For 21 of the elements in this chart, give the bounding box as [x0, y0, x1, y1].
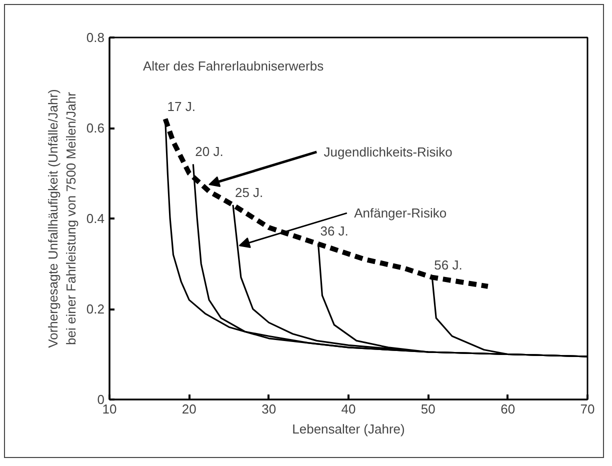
- annotation: Jugendlichkeits-Risiko: [324, 144, 452, 160]
- x-tick-label: 40: [341, 402, 356, 416]
- y-tick-label: 0.6: [86, 120, 105, 136]
- annotation: 25 J.: [234, 184, 264, 200]
- x-axis-title: Lebensalter (Jahre): [292, 422, 405, 436]
- y-tick-label: 0: [97, 392, 105, 407]
- x-tick-label: 70: [580, 402, 595, 416]
- annotation: 36 J.: [320, 223, 348, 238]
- x-tick-label: 30: [262, 402, 276, 416]
- annotation: Alter des Fahrerlaubniserwerbs: [142, 58, 324, 74]
- x-tick-label: 50: [420, 402, 436, 416]
- x-tick-label: 20: [182, 402, 196, 416]
- annotation: Anfänger-Risiko: [354, 206, 447, 221]
- y-tick-label: 0.2: [86, 302, 105, 316]
- y-tick-label: 0.4: [86, 211, 105, 226]
- annotation: 17 J.: [167, 98, 196, 114]
- y-axis-title: Vorhergesagte Unfallhäufigkeit (Unfälle/Jahr) bei einer Fahrleistung von 7500 Meilen/Jahr: [45, 89, 78, 348]
- x-tick-label: 60: [500, 402, 516, 416]
- annotation: 20 J.: [195, 144, 224, 160]
- y-tick-label: 0.8: [86, 30, 105, 45]
- annotation: 56 J.: [434, 257, 462, 272]
